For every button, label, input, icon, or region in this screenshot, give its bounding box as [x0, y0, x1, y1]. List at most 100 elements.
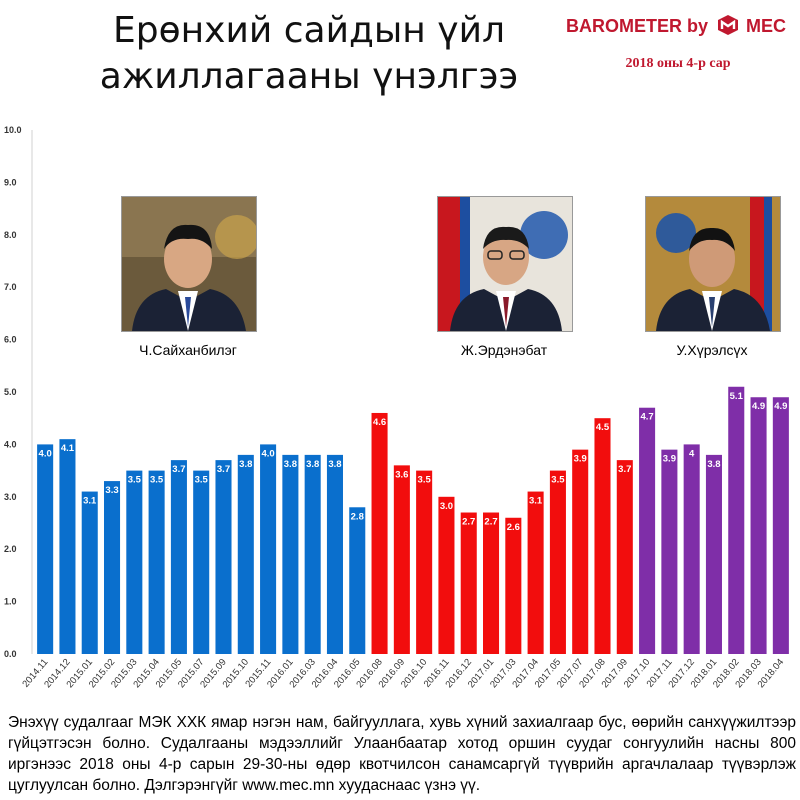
bar-value-label: 2.8 — [351, 511, 364, 522]
bar — [616, 460, 633, 654]
bars: 4.0 4.1 3.1 3.3 3.5 3.5 3.7 3.5 3.7 3.8 4.0 3.8 3.8 3… — [37, 386, 789, 654]
portrait-2 — [437, 196, 573, 332]
bar-value-label: 3.5 — [150, 475, 164, 486]
bar — [661, 449, 678, 654]
bar-value-label: 4.5 — [596, 422, 610, 433]
y-tick-label: 10.0 — [4, 125, 22, 135]
x-axis: 2014.112014.122015.012015.022015.032015.… — [20, 657, 786, 690]
bar-value-label: 3.8 — [306, 459, 319, 470]
bar-value-label: 3.7 — [217, 464, 230, 475]
y-tick-label: 8.0 — [4, 230, 17, 240]
bar — [59, 439, 76, 654]
bar-value-label: 3.3 — [105, 485, 118, 496]
bar-value-label: 4.6 — [373, 417, 386, 428]
portrait-3 — [645, 196, 781, 332]
bar — [438, 496, 455, 654]
bar — [549, 470, 566, 654]
bar — [750, 397, 767, 654]
brand-prefix: BAROMETER by — [566, 16, 709, 36]
portrait-1 — [121, 196, 257, 332]
bar — [483, 512, 500, 654]
bar — [104, 481, 121, 654]
y-tick-label: 1.0 — [4, 597, 17, 607]
bar — [728, 386, 745, 654]
bar — [527, 491, 544, 654]
bar-value-label: 3.8 — [328, 459, 341, 470]
bar-value-label: 3.1 — [529, 496, 543, 507]
title-line-1: Ерөнхий сайдын үйл — [113, 10, 505, 51]
title-line-2: ажиллагааны үнэлгээ — [99, 56, 519, 97]
y-tick-label: 2.0 — [4, 544, 17, 554]
bar-value-label: 3.5 — [551, 475, 565, 486]
bar-value-label: 3.9 — [574, 454, 587, 465]
person-name-1: Ч.Сайханбилэг — [139, 342, 237, 358]
bar-value-label: 5.1 — [730, 391, 744, 402]
bar — [215, 460, 232, 654]
portrait-icon — [122, 197, 256, 331]
bar — [81, 491, 98, 654]
bar-value-label: 3.9 — [663, 454, 676, 465]
y-tick-label: 5.0 — [4, 387, 17, 397]
bar — [193, 470, 210, 654]
bar-value-label: 3.8 — [284, 459, 297, 470]
bar — [505, 517, 522, 654]
bar-value-label: 2.6 — [507, 522, 520, 533]
portrait-icon — [438, 197, 572, 331]
bar — [170, 460, 187, 654]
page-title: Ерөнхий сайдын үйл ажиллагааны үнэлгээ — [88, 8, 530, 100]
bar — [37, 444, 54, 654]
bar-value-label: 3.5 — [418, 475, 432, 486]
bar-value-label: 3.7 — [618, 464, 631, 475]
bar-value-label: 3.1 — [83, 496, 97, 507]
y-tick-label: 0.0 — [4, 649, 17, 659]
bar — [393, 465, 410, 654]
bar — [260, 444, 277, 654]
bar-value-label: 3.6 — [395, 469, 408, 480]
bar-value-label: 4.7 — [640, 412, 653, 423]
y-axis: 0.0 1.0 2.0 3.0 4.0 5.0 6.0 7.0 8.0 9.0 10.0 — [4, 125, 33, 659]
bar-value-label: 3.5 — [195, 475, 209, 486]
survey-period: 2018 оны 4-р сар — [625, 56, 731, 71]
bar — [349, 507, 366, 654]
bar — [126, 470, 143, 654]
y-tick-label: 3.0 — [4, 492, 17, 502]
bar — [705, 454, 722, 654]
mec-logo-icon — [718, 15, 739, 35]
bar — [639, 407, 656, 654]
portrait-icon — [646, 197, 780, 331]
bar — [772, 397, 789, 654]
brand-suffix: MEC — [746, 16, 787, 36]
bar — [416, 470, 433, 654]
bar — [594, 418, 611, 654]
bar-value-label: 3.8 — [707, 459, 720, 470]
bar-value-label: 4.1 — [61, 443, 75, 454]
bar-value-label: 4.0 — [261, 448, 274, 459]
y-tick-label: 7.0 — [4, 282, 17, 292]
survey-disclaimer: Энэхүү судалгааг МЭК ХХК ямар нэгэн нам,… — [8, 714, 796, 794]
person-name-2: Ж.Эрдэнэбат — [460, 342, 548, 358]
bar — [683, 444, 700, 654]
bar-value-label: 3.7 — [172, 464, 185, 475]
bar-value-label: 4.9 — [774, 401, 787, 412]
bar — [282, 454, 299, 654]
bar-value-label: 4 — [689, 448, 695, 459]
bar — [371, 412, 388, 654]
bar — [572, 449, 589, 654]
brand-logo: BAROMETER by MEC — [566, 14, 792, 37]
bar-value-label: 2.7 — [462, 517, 475, 528]
y-tick-label: 4.0 — [4, 439, 17, 449]
bar — [148, 470, 165, 654]
bar-value-label: 4.0 — [39, 448, 52, 459]
bar-value-label: 2.7 — [484, 517, 497, 528]
y-tick-label: 6.0 — [4, 335, 17, 345]
person-name-3: У.Хүрэлсүх — [676, 342, 748, 358]
bar-value-label: 3.0 — [440, 501, 453, 512]
bar — [304, 454, 321, 654]
bar — [326, 454, 343, 654]
bar — [460, 512, 477, 654]
bar-value-label: 4.9 — [752, 401, 765, 412]
y-tick-label: 9.0 — [4, 177, 17, 187]
bar — [237, 454, 254, 654]
bar-value-label: 3.8 — [239, 459, 252, 470]
bar-value-label: 3.5 — [128, 475, 142, 486]
